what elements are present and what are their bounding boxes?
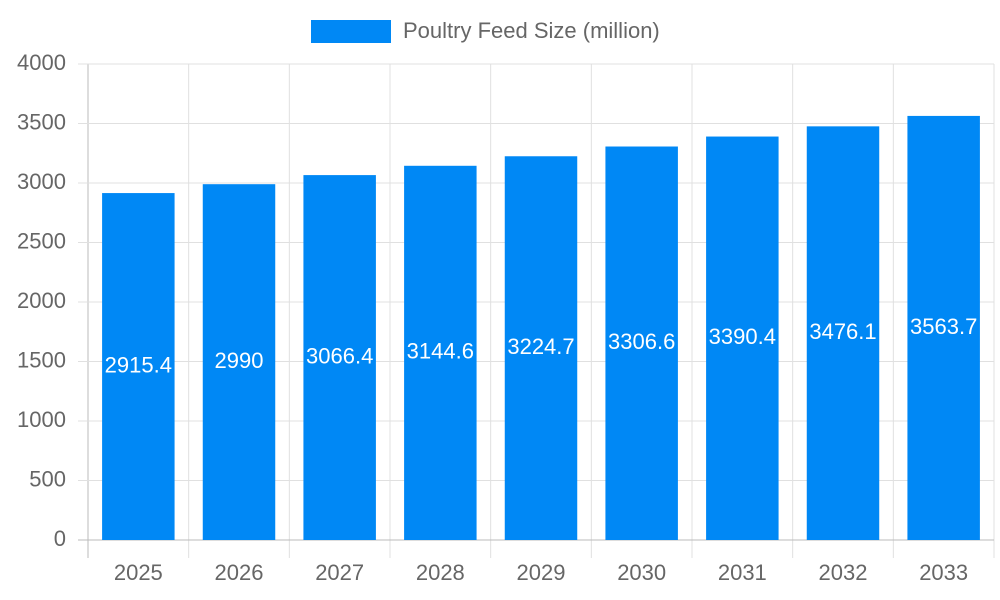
value-label: 2915.4	[105, 352, 172, 377]
y-tick-label: 500	[29, 466, 66, 491]
bar	[504, 156, 578, 541]
bar	[303, 175, 376, 541]
x-tick-label: 2025	[114, 560, 163, 585]
bar	[806, 126, 880, 540]
value-label: 3144.6	[407, 339, 474, 364]
bar	[907, 115, 980, 540]
x-tick-label: 2031	[718, 560, 767, 585]
x-tick-label: 2032	[819, 560, 868, 585]
bar	[706, 136, 779, 540]
bar	[202, 184, 276, 540]
y-tick-label: 1500	[17, 347, 66, 372]
legend-swatch	[311, 20, 391, 43]
y-tick-label: 3500	[17, 109, 66, 134]
x-tick-label: 2029	[517, 560, 566, 585]
value-label: 3306.6	[608, 329, 675, 354]
x-tick-label: 2026	[215, 560, 264, 585]
bar	[404, 165, 477, 540]
y-tick-label: 1000	[17, 407, 66, 432]
x-tick-label: 2027	[315, 560, 364, 585]
bar	[102, 193, 175, 541]
y-tick-label: 0	[54, 526, 66, 551]
y-tick-label: 2500	[17, 228, 66, 253]
x-tick-label: 2028	[416, 560, 465, 585]
y-tick-label: 4000	[17, 50, 66, 75]
value-label: 3390.4	[709, 324, 776, 349]
x-tick-label: 2033	[919, 560, 968, 585]
value-label: 3066.4	[306, 343, 373, 368]
bar	[605, 146, 678, 541]
x-tick-label: 2030	[617, 560, 666, 585]
y-tick-label: 3000	[17, 169, 66, 194]
value-label: 2990	[215, 348, 264, 373]
value-label: 3224.7	[507, 334, 574, 359]
legend-label: Poultry Feed Size (million)	[403, 18, 660, 43]
value-label: 3563.7	[910, 314, 977, 339]
y-tick-label: 2000	[17, 288, 66, 313]
value-label: 3476.1	[809, 319, 876, 344]
